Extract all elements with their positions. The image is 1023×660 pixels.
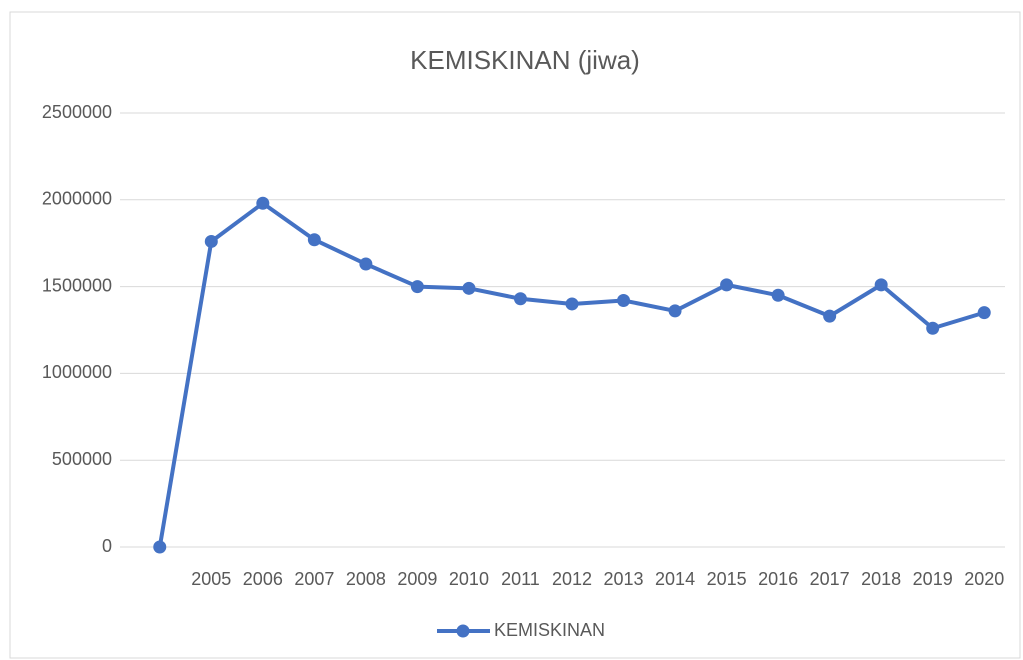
x-tick-label: 2013: [604, 569, 644, 589]
x-tick-label: 2018: [861, 569, 901, 589]
x-tick-label: 2015: [707, 569, 747, 589]
data-point: [204, 234, 218, 248]
x-tick-label: 2009: [397, 569, 437, 589]
data-point: [617, 293, 631, 307]
x-tick-label: 2019: [913, 569, 953, 589]
data-point: [462, 281, 476, 295]
data-point: [256, 196, 270, 210]
data-point: [359, 257, 373, 271]
x-tick-label: 2011: [501, 569, 540, 589]
x-tick-label: 2010: [449, 569, 489, 589]
legend-label: KEMISKINAN: [494, 620, 605, 640]
chart-frame: [9, 11, 1021, 659]
x-tick-label: 2020: [964, 569, 1004, 589]
data-point: [668, 304, 682, 318]
data-point: [926, 321, 940, 335]
x-tick-label: 2008: [346, 569, 386, 589]
x-tick-label: 2006: [243, 569, 283, 589]
y-tick-label: 2500000: [42, 102, 112, 122]
y-tick-label: 500000: [52, 449, 112, 469]
y-tick-label: 0: [102, 536, 112, 556]
x-tick-label: 2017: [810, 569, 850, 589]
data-point: [565, 297, 579, 311]
data-point: [977, 306, 991, 320]
x-tick-label: 2007: [294, 569, 334, 589]
x-tick-label: 2014: [655, 569, 695, 589]
data-point: [410, 280, 424, 294]
chart-title: KEMISKINAN (jiwa): [410, 45, 640, 75]
x-tick-label: 2012: [552, 569, 592, 589]
y-tick-label: 1000000: [42, 362, 112, 382]
data-point: [874, 278, 888, 292]
y-tick-label: 1500000: [42, 275, 112, 295]
data-point: [823, 309, 837, 323]
legend-marker: [456, 624, 470, 638]
x-tick-label: 2016: [758, 569, 798, 589]
data-point: [153, 540, 167, 554]
data-point: [771, 288, 785, 302]
y-tick-label: 2000000: [42, 189, 112, 209]
data-point: [307, 233, 321, 247]
data-point: [720, 278, 734, 292]
data-point: [513, 292, 527, 306]
x-tick-label: 2005: [191, 569, 231, 589]
